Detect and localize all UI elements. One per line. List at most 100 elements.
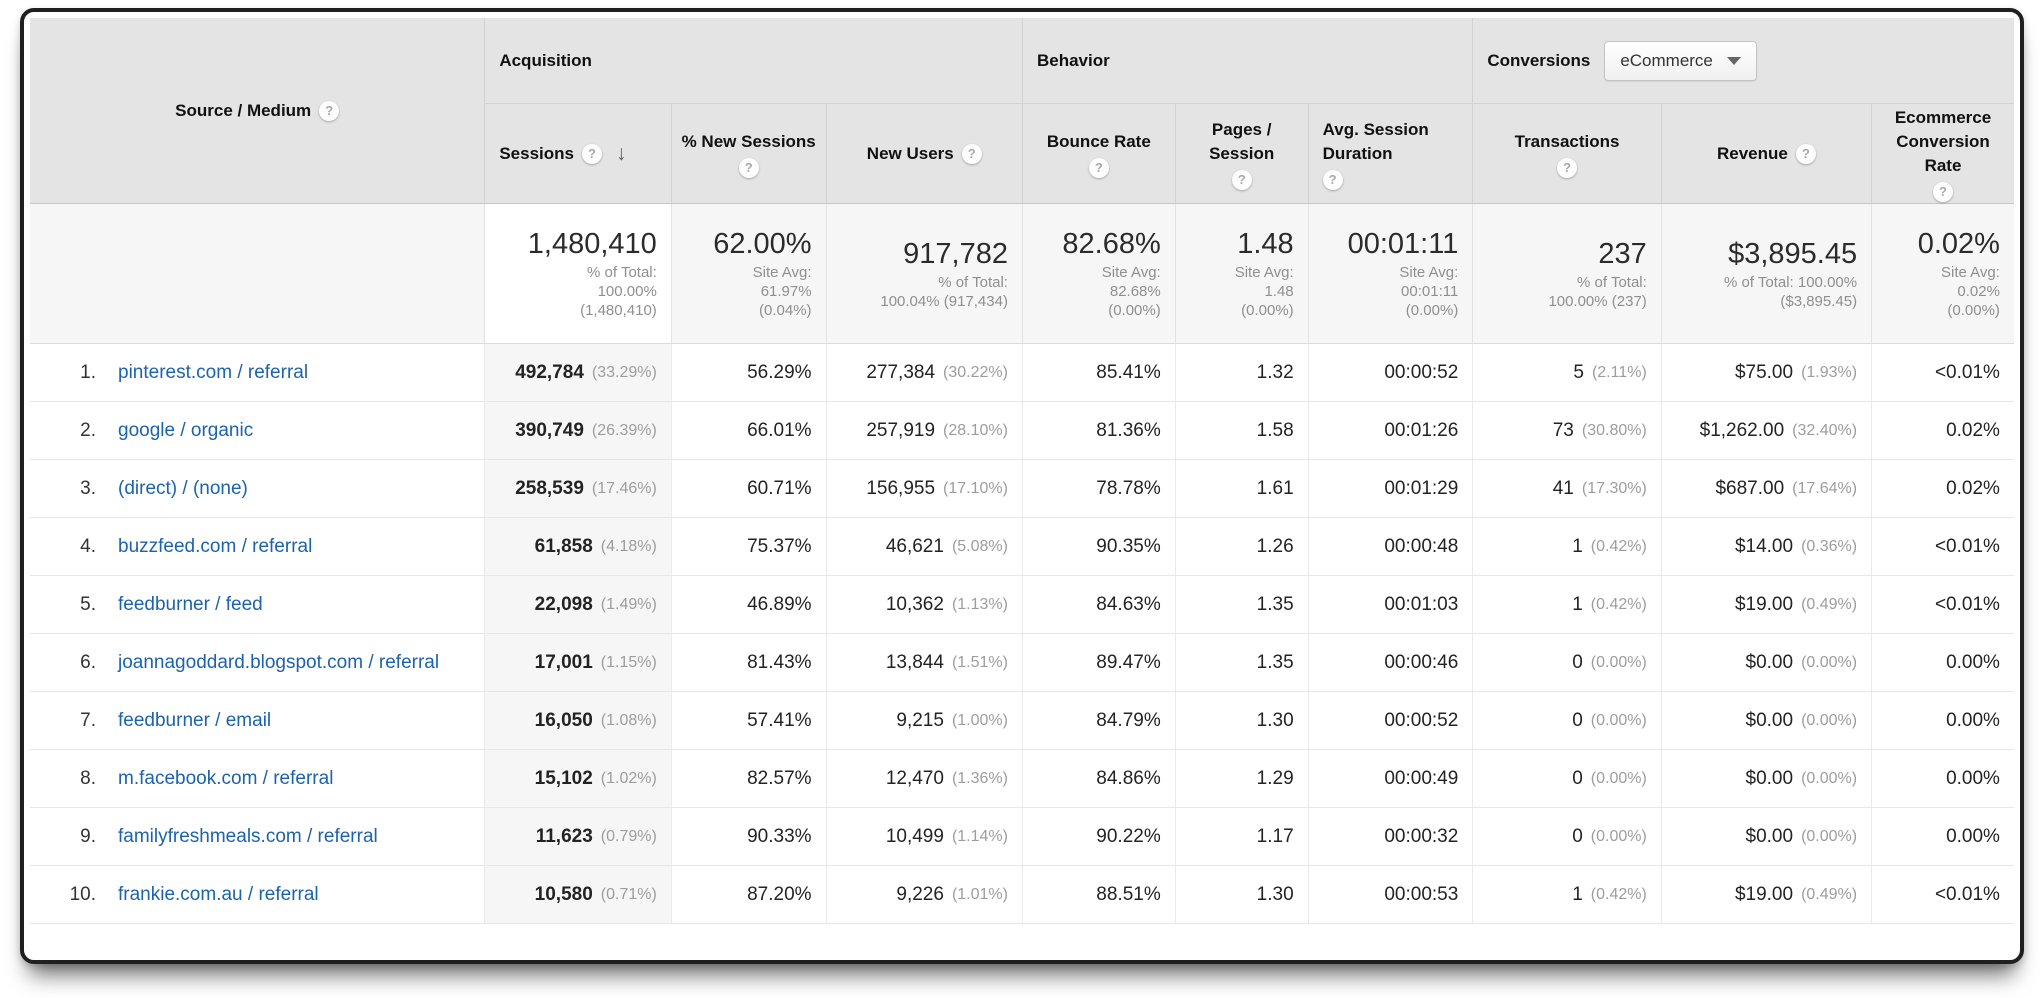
new-users-cell: 10,362 (1.13%) xyxy=(825,576,1022,633)
new-sessions-value: 81.43% xyxy=(747,651,812,673)
ecommerce-conversion-rate-cell: 0.02% xyxy=(1871,460,2014,517)
new-sessions-value: 66.01% xyxy=(747,419,812,441)
new-users-percent: (1.13%) xyxy=(951,595,1008,613)
pages-session-value: 1.29 xyxy=(1256,767,1294,789)
column-header-transactions[interactable]: Transactions ? xyxy=(1472,103,1661,203)
source-medium-link[interactable]: familyfreshmeals.com / referral xyxy=(118,825,378,847)
sessions-percent: (0.79%) xyxy=(600,827,657,845)
ecommerce-conversion-rate-cell: 0.00% xyxy=(1871,692,2014,749)
revenue-value: $0.00 xyxy=(1745,825,1794,847)
transactions-value: 1 xyxy=(1572,535,1583,557)
new-users-value: 12,470 xyxy=(885,767,944,789)
sessions-percent: (26.39%) xyxy=(591,421,657,439)
transactions-cell: 0 (0.00%) xyxy=(1472,750,1660,807)
help-icon[interactable]: ? xyxy=(1322,169,1343,190)
revenue-percent: (1.93%) xyxy=(1801,363,1858,381)
ecommerce-conversion-rate-value: 0.00% xyxy=(1946,651,2000,673)
conversions-goal-dropdown[interactable]: eCommerce xyxy=(1604,40,1757,81)
help-icon[interactable]: ? xyxy=(1088,157,1109,178)
ecommerce-conversion-rate-value: 0.00% xyxy=(1946,767,2000,789)
source-medium-link[interactable]: pinterest.com / referral xyxy=(118,361,309,383)
revenue-value: $75.00 xyxy=(1734,361,1794,383)
help-icon[interactable]: ? xyxy=(1795,143,1816,164)
column-header-bounce-rate[interactable]: Bounce Rate ? xyxy=(1021,103,1175,203)
pages-session-cell: 1.30 xyxy=(1174,866,1308,923)
revenue-value: $0.00 xyxy=(1745,651,1794,673)
source-medium-link[interactable]: google / organic xyxy=(118,419,254,441)
new-sessions-cell: 57.41% xyxy=(670,692,826,749)
help-icon[interactable]: ? xyxy=(961,143,982,164)
pages-session-cell: 1.35 xyxy=(1174,634,1308,691)
ecommerce-conversion-rate-cell: 0.02% xyxy=(1871,402,2014,459)
help-icon[interactable]: ? xyxy=(319,100,340,121)
source-medium-link[interactable]: frankie.com.au / referral xyxy=(118,883,319,905)
new-users-percent: (1.14%) xyxy=(951,827,1008,845)
table-row: 7. feedburner / email 16,050 (1.08%) 57.… xyxy=(30,692,2014,750)
group-header-acquisition: Acquisition xyxy=(484,18,1022,103)
new-sessions-cell: 87.20% xyxy=(670,866,826,923)
table-row: 2. google / organic 390,749 (26.39%) 66.… xyxy=(30,402,2014,460)
sessions-percent: (4.18%) xyxy=(600,537,657,555)
new-sessions-value: 57.41% xyxy=(747,709,812,731)
pages-session-value: 1.30 xyxy=(1256,883,1294,905)
source-medium-link[interactable]: buzzfeed.com / referral xyxy=(118,535,313,557)
sessions-cell: 17,001 (1.15%) xyxy=(484,634,671,691)
sessions-value: 61,858 xyxy=(534,535,593,557)
avg-session-duration-value: 00:01:03 xyxy=(1384,593,1459,615)
source-medium-link[interactable]: feedburner / feed xyxy=(118,593,263,615)
column-header-pages-session[interactable]: Pages / Session ? xyxy=(1174,103,1308,203)
sessions-percent: (0.71%) xyxy=(600,885,657,903)
revenue-cell: $75.00 (1.93%) xyxy=(1660,344,1871,401)
avg-session-duration-label: Avg. Session Duration xyxy=(1322,119,1429,163)
source-medium-cell: 3. (direct) / (none) xyxy=(30,460,484,517)
transactions-percent: (0.00%) xyxy=(1590,711,1647,729)
column-header-ecommerce-conversion-rate[interactable]: Ecommerce Conversion Rate ? xyxy=(1871,103,2014,203)
new-sessions-cell: 81.43% xyxy=(670,634,826,691)
sessions-percent: (1.15%) xyxy=(600,653,657,671)
new-users-cell: 9,226 (1.01%) xyxy=(825,866,1022,923)
column-header-revenue[interactable]: Revenue ? xyxy=(1660,103,1872,203)
transactions-cell: 5 (2.11%) xyxy=(1472,344,1660,401)
new-users-cell: 12,470 (1.36%) xyxy=(825,750,1022,807)
bounce-rate-cell: 88.51% xyxy=(1021,866,1175,923)
bounce-rate-value: 85.41% xyxy=(1096,361,1161,383)
column-header-new-sessions[interactable]: % New Sessions ? xyxy=(670,103,826,203)
column-header-sessions[interactable]: Sessions ? ↓ xyxy=(484,103,671,203)
sessions-value: 492,784 xyxy=(515,361,584,383)
column-header-new-users[interactable]: New Users ? xyxy=(825,103,1022,203)
help-icon[interactable]: ? xyxy=(1557,157,1578,178)
revenue-percent: (0.00%) xyxy=(1801,711,1858,729)
revenue-cell: $687.00 (17.64%) xyxy=(1660,460,1871,517)
help-icon[interactable]: ? xyxy=(1231,169,1252,190)
ecommerce-conversion-rate-cell: <0.01% xyxy=(1871,576,2014,633)
help-icon[interactable]: ? xyxy=(738,157,759,178)
bounce-rate-value: 90.35% xyxy=(1096,535,1161,557)
ecommerce-conversion-rate-value: 0.02% xyxy=(1946,477,2000,499)
column-header-source-medium[interactable]: Source / Medium ? xyxy=(30,18,484,203)
new-users-cell: 46,621 (5.08%) xyxy=(825,518,1022,575)
source-medium-link[interactable]: m.facebook.com / referral xyxy=(118,767,334,789)
source-medium-cell: 4. buzzfeed.com / referral xyxy=(30,518,484,575)
transactions-percent: (0.00%) xyxy=(1590,769,1647,787)
behavior-label: Behavior xyxy=(1036,50,1110,70)
ecommerce-conversion-rate-value: 0.02% xyxy=(1946,419,2000,441)
new-sessions-cell: 56.29% xyxy=(670,344,826,401)
new-users-percent: (1.51%) xyxy=(951,653,1008,671)
source-medium-link[interactable]: joannagoddard.blogspot.com / referral xyxy=(118,651,440,673)
column-header-avg-session-duration[interactable]: Avg. Session Duration ? xyxy=(1307,103,1473,203)
revenue-value: $19.00 xyxy=(1734,883,1794,905)
ecommerce-conversion-rate-value: 0.00% xyxy=(1946,825,2000,847)
revenue-cell: $14.00 (0.36%) xyxy=(1660,518,1871,575)
bounce-rate-value: 84.63% xyxy=(1096,593,1161,615)
help-icon[interactable]: ? xyxy=(581,143,602,164)
source-medium-link[interactable]: feedburner / email xyxy=(118,709,272,731)
new-users-value: 46,621 xyxy=(885,535,944,557)
help-icon[interactable]: ? xyxy=(1933,181,1954,202)
row-rank: 1. xyxy=(80,361,96,383)
chevron-down-icon xyxy=(1726,56,1741,65)
source-medium-link[interactable]: (direct) / (none) xyxy=(118,477,248,499)
revenue-cell: $0.00 (0.00%) xyxy=(1660,634,1871,691)
transactions-percent: (0.42%) xyxy=(1590,885,1647,903)
new-users-percent: (1.01%) xyxy=(951,885,1008,903)
summary-new-users: 917,782 % of Total: 100.04% (917,434) xyxy=(825,204,1022,343)
